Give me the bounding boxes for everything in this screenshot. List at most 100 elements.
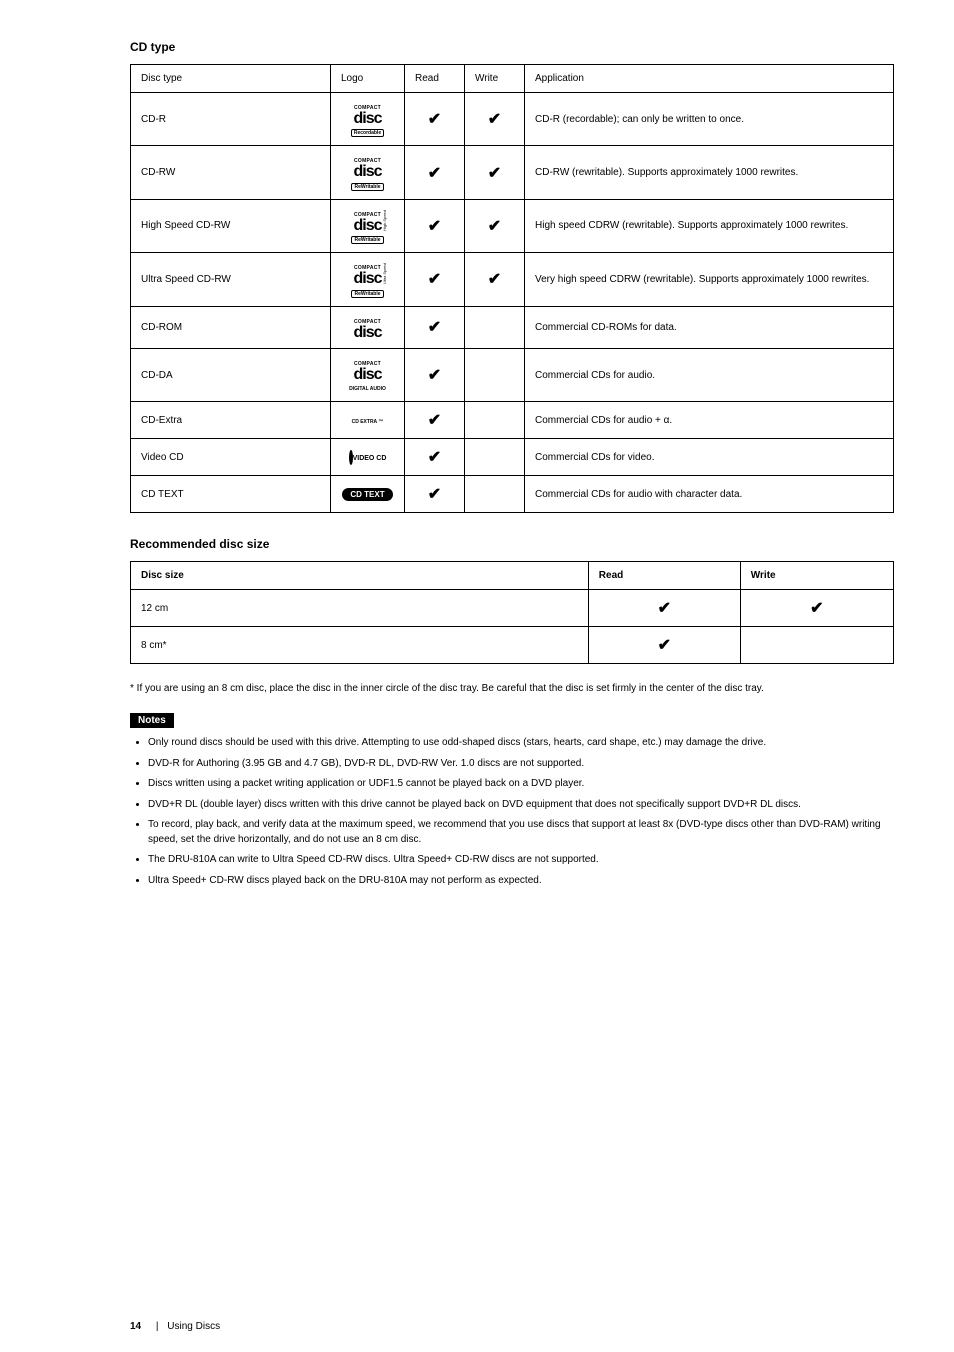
- hscdrw-icon: COMPACT disc ReWritable High Speed: [351, 233, 383, 244]
- col-size: Disc size: [131, 562, 589, 590]
- notes-badge: Notes: [130, 713, 174, 728]
- col-write: Write: [465, 65, 525, 93]
- check-icon: ✔: [428, 412, 441, 429]
- table-row: 12 cm ✔ ✔: [131, 590, 894, 627]
- cell-disc-type: High Speed CD-RW: [131, 199, 331, 252]
- cell-disc-type: CD-DA: [131, 348, 331, 401]
- cell-read: ✔: [405, 253, 465, 306]
- table-row: CD-Extra CD EXTRA ™ ✔ Commercial CDs for…: [131, 402, 894, 439]
- cdda-icon: COMPACT disc DIGITAL AUDIO: [349, 382, 386, 393]
- list-item: DVD-R for Authoring (3.95 GB and 4.7 GB)…: [148, 757, 894, 772]
- col-size-write: Write: [740, 562, 893, 590]
- table-row: CD-ROM COMPACT disc ✔ Commercial CD-ROMs…: [131, 306, 894, 348]
- cell-write: [465, 348, 525, 401]
- page-number: 14: [130, 1321, 141, 1332]
- check-icon: ✔: [658, 637, 671, 654]
- cell-size-write: ✔: [740, 590, 893, 627]
- cell-read: ✔: [405, 439, 465, 476]
- cell-size-write: [740, 627, 893, 664]
- cell-read: ✔: [405, 306, 465, 348]
- cell-read: ✔: [405, 348, 465, 401]
- cell-read: ✔: [405, 402, 465, 439]
- table-row: CD-RW COMPACT disc ReWritable ✔ ✔ CD-RW …: [131, 146, 894, 199]
- cdrw-icon: COMPACT disc ReWritable: [351, 180, 383, 191]
- cell-size-read: ✔: [588, 590, 740, 627]
- check-icon: ✔: [488, 218, 501, 235]
- page-footer: 14 | Using Discs: [130, 1321, 220, 1332]
- cell-write: [465, 306, 525, 348]
- cell-disc-type: CD TEXT: [131, 476, 331, 513]
- list-item: Only round discs should be used with thi…: [148, 736, 894, 751]
- cell-logo: COMPACT disc: [331, 306, 405, 348]
- table-row: Video CD VIDEO CD ✔ Commercial CDs for v…: [131, 439, 894, 476]
- cell-application: High speed CDRW (rewritable). Supports a…: [525, 199, 894, 252]
- cdrom-icon: COMPACT disc: [353, 329, 381, 340]
- cell-logo: COMPACT disc Recordable: [331, 93, 405, 146]
- table-row: CD-R COMPACT disc Recordable ✔ ✔ CD-R (r…: [131, 93, 894, 146]
- col-read: Read: [405, 65, 465, 93]
- disc-size-title: Recommended disc size: [130, 537, 894, 551]
- cell-logo: COMPACT disc ReWritable High Speed: [331, 199, 405, 252]
- cell-write: ✔: [465, 146, 525, 199]
- cell-logo: COMPACT disc ReWritable: [331, 146, 405, 199]
- cell-disc-type: CD-RW: [131, 146, 331, 199]
- list-item: DVD+R DL (double layer) discs written wi…: [148, 798, 894, 813]
- page-title: Using Discs: [167, 1321, 220, 1332]
- cell-write: ✔: [465, 199, 525, 252]
- cell-write: [465, 439, 525, 476]
- check-icon: ✔: [810, 600, 823, 617]
- videocd-icon: VIDEO CD: [349, 452, 387, 463]
- cell-application: Commercial CDs for audio with character …: [525, 476, 894, 513]
- check-icon: ✔: [428, 449, 441, 466]
- list-item: To record, play back, and verify data at…: [148, 818, 894, 847]
- table-row: 8 cm* ✔: [131, 627, 894, 664]
- table-row: CD TEXT CD TEXT ✔ Commercial CDs for aud…: [131, 476, 894, 513]
- cell-application: Very high speed CDRW (rewritable). Suppo…: [525, 253, 894, 306]
- cell-disc-type: Ultra Speed CD-RW: [131, 253, 331, 306]
- cdtext-icon: CD TEXT: [342, 489, 392, 500]
- cell-disc-type: CD-ROM: [131, 306, 331, 348]
- check-icon: ✔: [428, 367, 441, 384]
- table-row: High Speed CD-RW COMPACT disc ReWritable…: [131, 199, 894, 252]
- cdr-icon: COMPACT disc Recordable: [351, 126, 384, 137]
- cell-logo: CD TEXT: [331, 476, 405, 513]
- cell-disc-type: CD-Extra: [131, 402, 331, 439]
- list-item: The DRU-810A can write to Ultra Speed CD…: [148, 853, 894, 868]
- list-item: Discs written using a packet writing app…: [148, 777, 894, 792]
- cell-write: [465, 402, 525, 439]
- cell-logo: VIDEO CD: [331, 439, 405, 476]
- cell-disc-type: CD-R: [131, 93, 331, 146]
- cell-read: ✔: [405, 199, 465, 252]
- col-size-read: Read: [588, 562, 740, 590]
- cell-application: CD-R (recordable); can only be written t…: [525, 93, 894, 146]
- cell-application: CD-RW (rewritable). Supports approximate…: [525, 146, 894, 199]
- check-icon: ✔: [488, 111, 501, 128]
- cell-size-read: ✔: [588, 627, 740, 664]
- check-icon: ✔: [428, 271, 441, 288]
- cell-application: Commercial CD-ROMs for data.: [525, 306, 894, 348]
- size-table-header-row: Disc size Read Write: [131, 562, 894, 590]
- cdextra-icon: CD EXTRA ™: [352, 415, 384, 426]
- cell-disc-type: Video CD: [131, 439, 331, 476]
- cd-type-table: Disc type Logo Read Write Application CD…: [130, 64, 894, 513]
- cell-write: ✔: [465, 93, 525, 146]
- cell-read: ✔: [405, 146, 465, 199]
- cell-read: ✔: [405, 93, 465, 146]
- cell-write: ✔: [465, 253, 525, 306]
- cd-type-title: CD type: [130, 40, 894, 54]
- size-footnote: * If you are using an 8 cm disc, place t…: [130, 682, 894, 696]
- cell-read: ✔: [405, 476, 465, 513]
- col-application: Application: [525, 65, 894, 93]
- cell-logo: COMPACT disc DIGITAL AUDIO: [331, 348, 405, 401]
- list-item: Ultra Speed+ CD-RW discs played back on …: [148, 874, 894, 889]
- uscdrw-icon: COMPACT disc ReWritable Ultra Speed: [351, 287, 383, 298]
- check-icon: ✔: [488, 165, 501, 182]
- col-disc-type: Disc type: [131, 65, 331, 93]
- cell-logo: COMPACT disc ReWritable Ultra Speed: [331, 253, 405, 306]
- check-icon: ✔: [488, 271, 501, 288]
- cell-write: [465, 476, 525, 513]
- check-icon: ✔: [428, 319, 441, 336]
- cell-application: Commercial CDs for audio.: [525, 348, 894, 401]
- col-logo: Logo: [331, 65, 405, 93]
- table-row: Ultra Speed CD-RW COMPACT disc ReWritabl…: [131, 253, 894, 306]
